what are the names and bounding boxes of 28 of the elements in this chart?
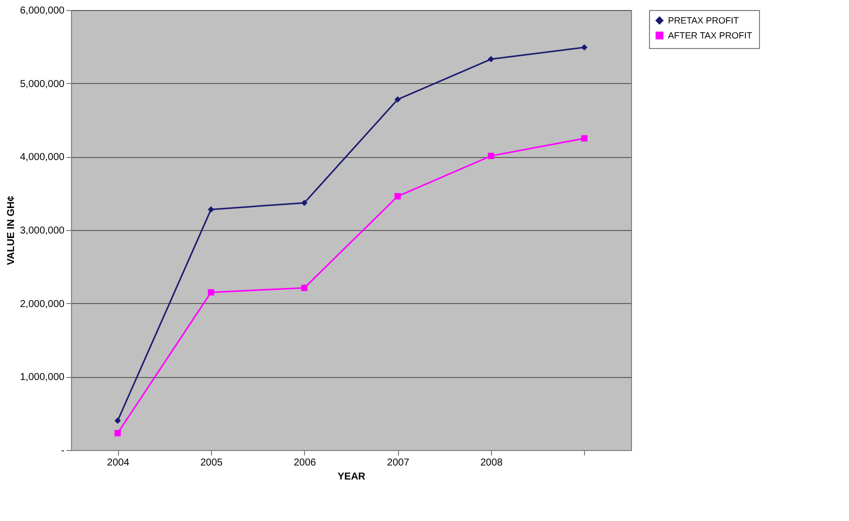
legend-label: PRETAX PROFIT bbox=[668, 16, 740, 26]
point bbox=[488, 56, 494, 62]
point bbox=[114, 418, 121, 424]
point bbox=[394, 193, 401, 200]
x-tick-label: 2006 bbox=[294, 458, 316, 468]
point bbox=[488, 152, 494, 160]
point bbox=[394, 96, 401, 103]
y-tick-label: 6,000,000 bbox=[20, 6, 65, 16]
point bbox=[208, 289, 214, 296]
point bbox=[581, 44, 588, 51]
y-tick-label: 2,000,000 bbox=[20, 298, 65, 310]
legend-label: AFTER TAX PROFIT bbox=[668, 30, 753, 40]
point bbox=[208, 206, 214, 213]
x-tick-label: 2008 bbox=[480, 458, 504, 468]
point bbox=[301, 200, 308, 206]
y-tick-label: 3,000,000 bbox=[20, 226, 65, 236]
x-tick-label: 2004 bbox=[107, 458, 130, 468]
y-tick-label: 5,000,000 bbox=[20, 78, 65, 90]
y-tick-label: 4,000,000 bbox=[20, 152, 65, 164]
y-tick-label: 1,000,000 bbox=[20, 372, 65, 384]
point bbox=[114, 430, 121, 436]
x-tick-label: 2005 bbox=[200, 458, 224, 468]
x-tick-label: 2007 bbox=[387, 458, 410, 468]
x-axis-title: YEAR bbox=[338, 472, 366, 482]
y-tick-label: - bbox=[61, 446, 64, 456]
point bbox=[301, 284, 308, 292]
y-axis-title: VALUE IN GH¢ bbox=[6, 195, 18, 266]
point bbox=[581, 135, 588, 142]
